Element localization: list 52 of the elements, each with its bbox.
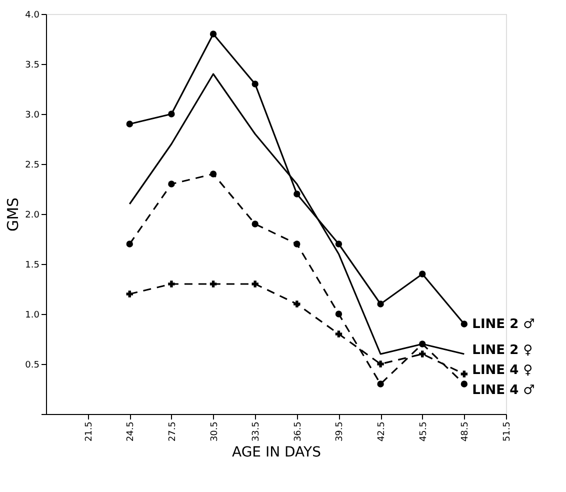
x-tick-label: 27.5: [168, 422, 178, 442]
series-label: LINE 2 ♀: [472, 343, 533, 358]
point: [252, 80, 258, 88]
y-tick-label: 4.0: [25, 10, 40, 20]
y-tick-label: 1.5: [25, 260, 40, 270]
series-label: LINE 2 ♂: [472, 317, 535, 332]
y-tick-label: 0.5: [25, 360, 40, 370]
point: [210, 170, 217, 178]
x-tick-label: 39.5: [335, 422, 346, 442]
x-tick-label: 33.5: [252, 422, 262, 442]
point: [252, 280, 258, 288]
point: [252, 220, 258, 228]
point: [460, 370, 468, 378]
point: [210, 30, 217, 38]
point: [294, 300, 300, 308]
x-tick-label: 45.5: [418, 422, 429, 442]
point: [168, 280, 175, 288]
point: [377, 300, 384, 308]
point: [210, 280, 217, 288]
x-axis-title: AGE IN DAYS: [232, 444, 322, 461]
x-tick-label: 36.5: [293, 422, 304, 442]
series-label: LINE 4 ♀: [472, 363, 533, 378]
y-tick-label: 1.0: [25, 310, 40, 320]
y-tick-label: 2.5: [25, 160, 40, 170]
point: [460, 380, 468, 388]
x-tick-label: 21.5: [84, 422, 94, 442]
x-tick-label: 42.5: [377, 422, 388, 442]
point: [168, 180, 175, 188]
point: [294, 190, 300, 198]
y-tick-label: 3.5: [25, 60, 40, 70]
y-tick-label: 3.0: [25, 110, 40, 120]
point: [377, 360, 384, 368]
x-tick-label: 30.5: [210, 422, 220, 442]
y-tick-label: 2.0: [25, 210, 40, 220]
point: [126, 240, 133, 248]
x-tick-label: 51.5: [502, 422, 512, 442]
x-tick-label: 48.5: [460, 422, 471, 442]
point: [126, 290, 133, 298]
point: [335, 310, 342, 318]
point: [168, 110, 175, 118]
point: [419, 270, 426, 278]
point: [460, 320, 468, 328]
point: [294, 240, 300, 248]
point: [377, 380, 384, 388]
point: [126, 120, 133, 128]
point: [419, 340, 426, 348]
point: [335, 330, 342, 338]
series-label: LINE 4 ♂: [472, 383, 535, 398]
point: [335, 240, 342, 248]
point: [419, 350, 426, 358]
x-tick-label: 24.5: [126, 422, 136, 442]
y-axis-title: GMS: [4, 197, 22, 232]
